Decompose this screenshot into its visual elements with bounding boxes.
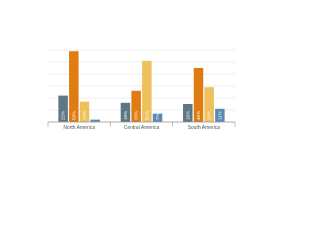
value-label: 26% [134,111,139,120]
bar [131,90,141,122]
value-label: 51% [144,111,149,120]
bar [79,101,90,122]
x-tick-label: North America [63,125,95,131]
x-tick-label: Central America [124,125,160,131]
value-label: 45% [196,111,201,120]
value-label: 16% [123,111,128,120]
bar [183,104,193,122]
bar [152,113,163,122]
bar [120,102,131,122]
value-label: 15% [185,111,190,120]
value-label: 7% [155,113,160,120]
bar [69,51,79,123]
value-label: 2% [93,113,98,120]
value-label: 29% [207,111,212,120]
bar [193,68,204,122]
bar [90,119,100,122]
value-label: 11% [217,111,222,120]
value-label: 22% [61,111,66,120]
value-label: 17% [82,111,87,120]
chart: 22% 59% 17% 2% North America 16% 26% 51% 7% Centr… [47,49,236,131]
x-tick-label: South America [188,125,221,131]
bar [142,60,152,122]
bar [58,95,68,122]
bar [215,108,225,122]
bar [204,87,214,122]
value-label: 59% [71,111,76,120]
